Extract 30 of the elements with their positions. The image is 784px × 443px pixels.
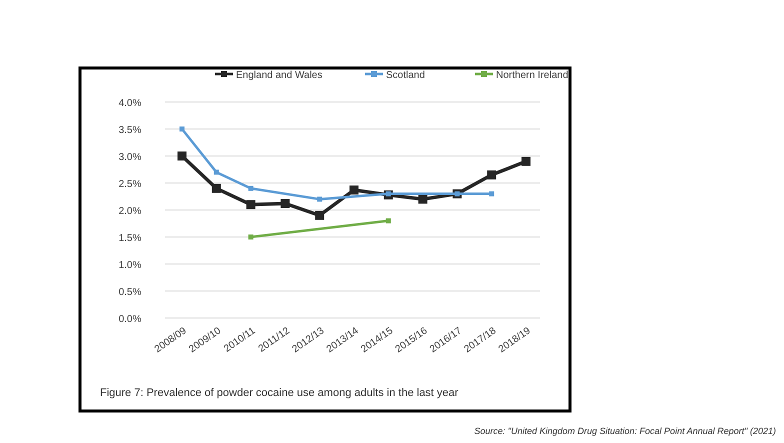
- y-tick-label: 3.0%: [118, 152, 142, 163]
- point: [487, 170, 496, 180]
- point: [280, 199, 290, 208]
- point: [418, 194, 428, 204]
- y-tick-label: 2.5%: [118, 179, 142, 190]
- point: [350, 186, 358, 195]
- caption: Figure 7: Prevalence of powder cocaine use among adults in the last year: [100, 387, 459, 399]
- legend-label: England and Wales: [236, 70, 322, 81]
- point: [178, 152, 186, 160]
- point: [248, 186, 254, 191]
- legend-label: Scotland: [386, 70, 425, 81]
- point: [246, 200, 256, 210]
- source-note: Source: "United Kingdom Drug Situation: Focal Point Annual Report" (2021): [474, 426, 776, 436]
- y-tick-label: 1.0%: [118, 260, 142, 271]
- point: [317, 196, 322, 202]
- y-tick-label: 3.5%: [118, 125, 142, 136]
- point: [489, 191, 494, 196]
- y-tick-label: 4.0%: [118, 98, 142, 109]
- legend-label: Northern Ireland: [496, 70, 568, 81]
- y-tick-label: 1.5%: [118, 233, 142, 244]
- point: [522, 156, 530, 166]
- point: [214, 170, 219, 175]
- point: [248, 234, 254, 240]
- point: [180, 126, 184, 132]
- y-tick-label: 0.5%: [118, 287, 142, 298]
- point: [212, 184, 221, 193]
- point: [315, 210, 324, 220]
- point: [386, 218, 391, 224]
- y-tick-label: 0.0%: [118, 314, 142, 325]
- y-tick-label: 2.0%: [118, 206, 142, 217]
